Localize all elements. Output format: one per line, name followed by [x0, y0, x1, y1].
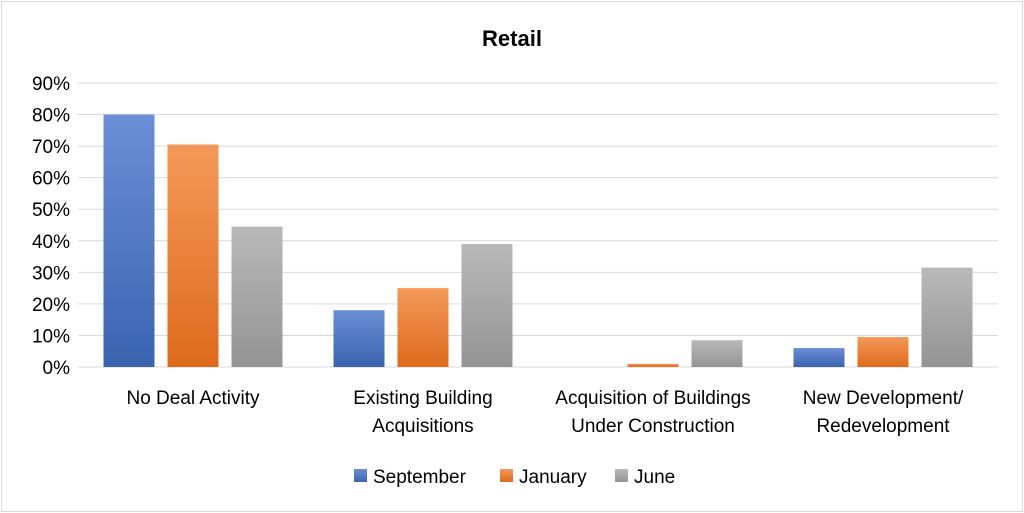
bar-january-0	[167, 144, 219, 367]
bar-june-2	[691, 340, 743, 367]
legend: September January June	[354, 467, 675, 488]
bars	[103, 114, 973, 367]
x-tick-label: No Deal Activity	[126, 388, 260, 409]
bar-september-3	[793, 348, 845, 367]
legend-label-june: June	[634, 467, 675, 488]
bar-june-1	[461, 243, 513, 367]
x-axis: No Deal Activity Existing Building Acquisi…	[126, 388, 963, 437]
x-tick-label: Acquisition of Buildings Under Constructi…	[555, 388, 750, 437]
legend-swatch-january	[500, 469, 513, 482]
bar-january-1	[397, 288, 449, 367]
legend-swatch-september	[354, 469, 367, 482]
y-tick-label: 20%	[32, 295, 70, 316]
bar-january-2	[627, 363, 679, 367]
y-tick-label: 0%	[43, 358, 71, 379]
y-tick-label: 30%	[32, 263, 70, 284]
x-tick-label: New Development/Redevelopment	[803, 388, 964, 437]
gridlines	[78, 82, 998, 368]
legend-swatch-june	[615, 469, 628, 482]
bar-june-3	[921, 267, 973, 367]
bar-september-1	[333, 310, 385, 367]
y-axis: 0% 10% 20% 30% 40% 50% 60% 70% 80% 90%	[32, 74, 70, 379]
x-tick-label: Existing Building Acquisitions	[353, 388, 492, 437]
y-tick-label: 70%	[32, 137, 70, 158]
y-tick-label: 40%	[32, 232, 70, 253]
bar-june-0	[231, 226, 283, 367]
y-tick-label: 50%	[32, 200, 70, 221]
bar-september-0	[103, 114, 155, 367]
y-tick-label: 10%	[32, 326, 70, 347]
legend-label-september: September	[373, 467, 467, 488]
legend-label-january: January	[519, 467, 587, 488]
y-tick-label: 60%	[32, 169, 70, 190]
chart-title: Retail	[482, 26, 542, 51]
y-tick-label: 80%	[32, 106, 70, 127]
y-tick-label: 90%	[32, 74, 70, 95]
bar-january-3	[857, 337, 909, 367]
